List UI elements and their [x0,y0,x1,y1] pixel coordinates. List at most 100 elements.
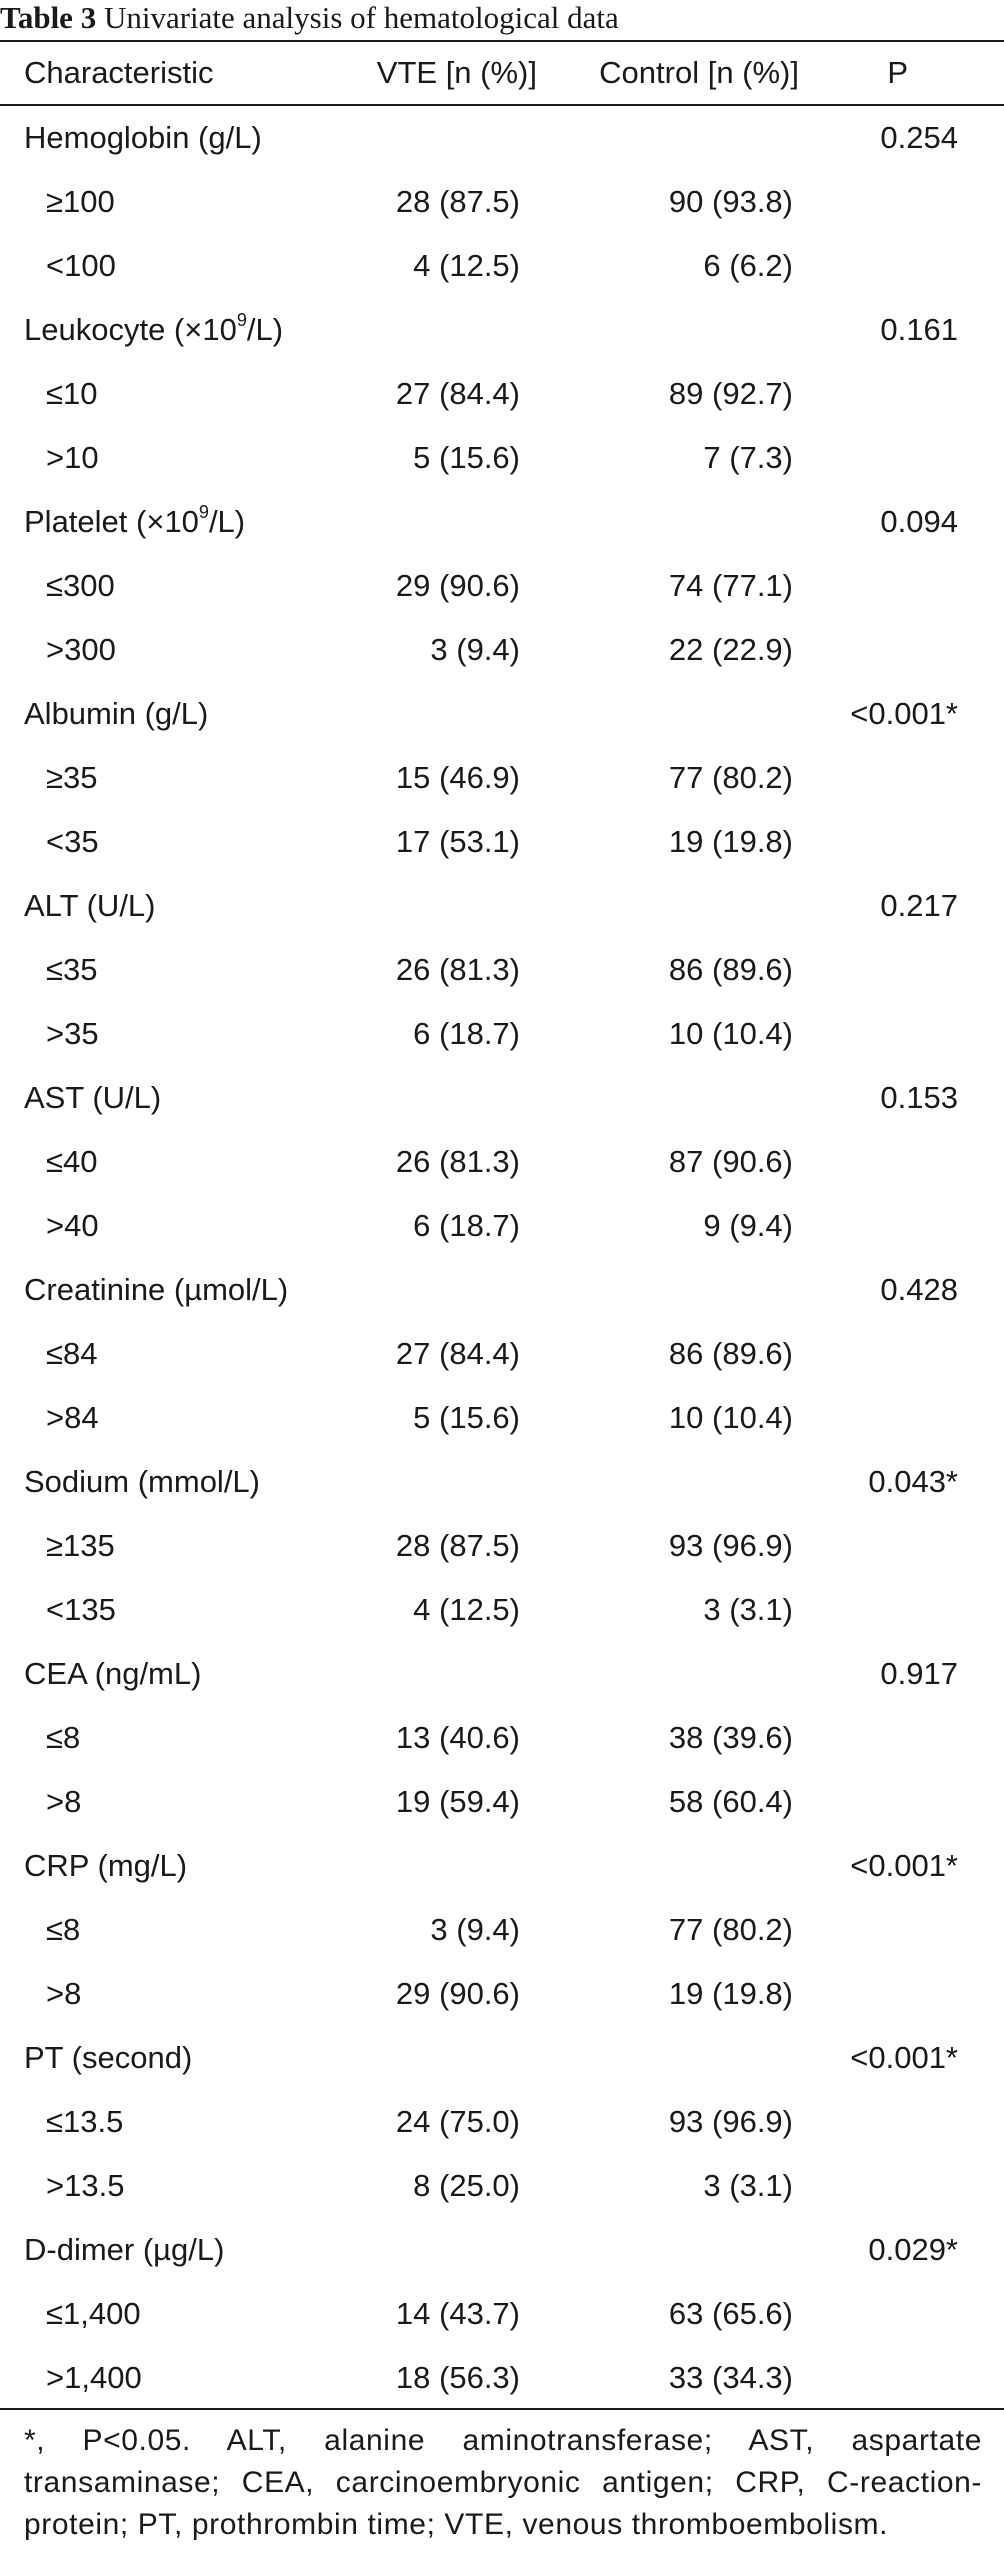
label-text: ≤13.5 [46,2104,124,2139]
group-row: CEA (ng/mL) 0.917 [0,1642,1004,1706]
variable-label: Platelet (×109/L) [24,490,245,554]
variable-label: ALT (U/L) [24,874,156,938]
header-vte: VTE [n (%)] [376,55,537,90]
label-text: <35 [46,824,99,859]
category-label: ≤10 [46,362,98,426]
table-row: <100 4 (12.5) 6 (6.2) [0,234,1004,298]
label-text: Creatinine (µmol/L) [24,1272,289,1307]
table-footnote: *, P<0.05. ALT, alanine aminotransferase… [24,2424,982,2541]
control-cell: 89 (92.7) [668,376,793,411]
vte-cell: 29 (90.6) [395,1976,520,2011]
p-value-cell: 0.217 [880,888,958,923]
vte-cell: 4 (12.5) [413,248,520,283]
vte-cell: 28 (87.5) [395,184,520,219]
control-cell: 63 (65.6) [668,2296,793,2331]
table-row: ≤8 3 (9.4) 77 (80.2) [0,1898,1004,1962]
label-text: <100 [46,248,116,283]
label-text: >8 [46,1976,82,2011]
label-text: >35 [46,1016,99,1051]
variable-label: CRP (mg/L) [24,1834,187,1898]
vte-cell: 5 (15.6) [413,1400,520,1435]
table-row: ≤84 27 (84.4) 86 (89.6) [0,1322,1004,1386]
group-row: Platelet (×109/L) 0.094 [0,490,1004,554]
p-value-cell: 0.029* [868,2232,958,2267]
group-row: D-dimer (µg/L) 0.029* [0,2218,1004,2282]
vte-cell: 29 (90.6) [395,568,520,603]
label-text: ≥35 [46,760,98,795]
table-row: >8 19 (59.4) 58 (60.4) [0,1770,1004,1834]
label-text: ≤1,400 [46,2296,141,2331]
table-row: >1,400 18 (56.3) 33 (34.3) [0,2346,1004,2410]
group-row: Albumin (g/L) <0.001* [0,682,1004,746]
table-row: >13.5 8 (25.0) 3 (3.1) [0,2154,1004,2218]
control-cell: 19 (19.8) [668,824,793,859]
vte-cell: 19 (59.4) [395,1784,520,1819]
table-row: >35 6 (18.7) 10 (10.4) [0,1002,1004,1066]
control-cell: 87 (90.6) [668,1144,793,1179]
vte-cell: 24 (75.0) [395,2104,520,2139]
control-cell: 9 (9.4) [703,1208,793,1243]
table-row: ≤8 13 (40.6) 38 (39.6) [0,1706,1004,1770]
table-row: <135 4 (12.5) 3 (3.1) [0,1578,1004,1642]
control-cell: 86 (89.6) [668,1336,793,1371]
control-cell: 22 (22.9) [668,632,793,667]
variable-label: AST (U/L) [24,1066,161,1130]
table-row: ≤1,400 14 (43.7) 63 (65.6) [0,2282,1004,2346]
control-cell: 77 (80.2) [668,760,793,795]
label-text: ALT (U/L) [24,888,156,923]
control-cell: 3 (3.1) [703,2168,793,2203]
label-text: AST (U/L) [24,1080,162,1115]
category-label: ≥135 [46,1514,115,1578]
vte-cell: 17 (53.1) [395,824,520,859]
category-label: <100 [46,234,116,298]
p-value-cell: <0.001* [850,2040,958,2075]
table-row: ≥35 15 (46.9) 77 (80.2) [0,746,1004,810]
label-text: Hemoglobin (g/L) [24,120,262,155]
header-control: Control [n (%)] [599,55,799,90]
group-row: CRP (mg/L) <0.001* [0,1834,1004,1898]
label-text: ≤35 [46,952,98,987]
label-text: ≤84 [46,1336,98,1371]
category-label: ≤13.5 [46,2090,123,2154]
control-cell: 33 (34.3) [668,2360,793,2395]
variable-label: Leukocyte (×109/L) [24,298,283,362]
vte-cell: 5 (15.6) [413,440,520,475]
table-caption-label: Table 3 [0,0,97,35]
label-text: Platelet (×10 [24,504,199,539]
label-text: ≤8 [46,1720,81,1755]
category-label: >1,400 [46,2346,142,2410]
p-value-cell: 0.254 [880,120,958,155]
vte-cell: 4 (12.5) [413,1592,520,1627]
label-text: CRP (mg/L) [24,1848,188,1883]
variable-label: Creatinine (µmol/L) [24,1258,288,1322]
control-cell: 74 (77.1) [668,568,793,603]
group-row: PT (second) <0.001* [0,2026,1004,2090]
label-text: <135 [46,1592,116,1627]
label-text: Sodium (mmol/L) [24,1464,260,1499]
p-value-cell: 0.428 [880,1272,958,1307]
control-cell: 77 (80.2) [668,1912,793,1947]
category-label: >10 [46,426,99,490]
label-text: >300 [46,632,116,667]
p-value-cell: <0.001* [850,696,958,731]
category-label: ≤40 [46,1130,98,1194]
vte-cell: 15 (46.9) [395,760,520,795]
table-row: >84 5 (15.6) 10 (10.4) [0,1386,1004,1450]
control-cell: 38 (39.6) [668,1720,793,1755]
label-text: ≥100 [46,184,115,219]
control-cell: 6 (6.2) [703,248,793,283]
table-row: ≤300 29 (90.6) 74 (77.1) [0,554,1004,618]
category-label: >8 [46,1770,81,1834]
category-label: ≥35 [46,746,98,810]
bottom-rule [0,2408,1004,2410]
vte-cell: 27 (84.4) [395,1336,520,1371]
table-row: ≥135 28 (87.5) 93 (96.9) [0,1514,1004,1578]
p-value-cell: 0.043* [868,1464,958,1499]
table-caption-text: Univariate analysis of hematological dat… [96,0,619,35]
variable-label: Hemoglobin (g/L) [24,106,262,170]
control-cell: 3 (3.1) [703,1592,793,1627]
category-label: >300 [46,618,116,682]
variable-label: CEA (ng/mL) [24,1642,201,1706]
vte-cell: 6 (18.7) [413,1208,520,1243]
vte-cell: 26 (81.3) [395,952,520,987]
